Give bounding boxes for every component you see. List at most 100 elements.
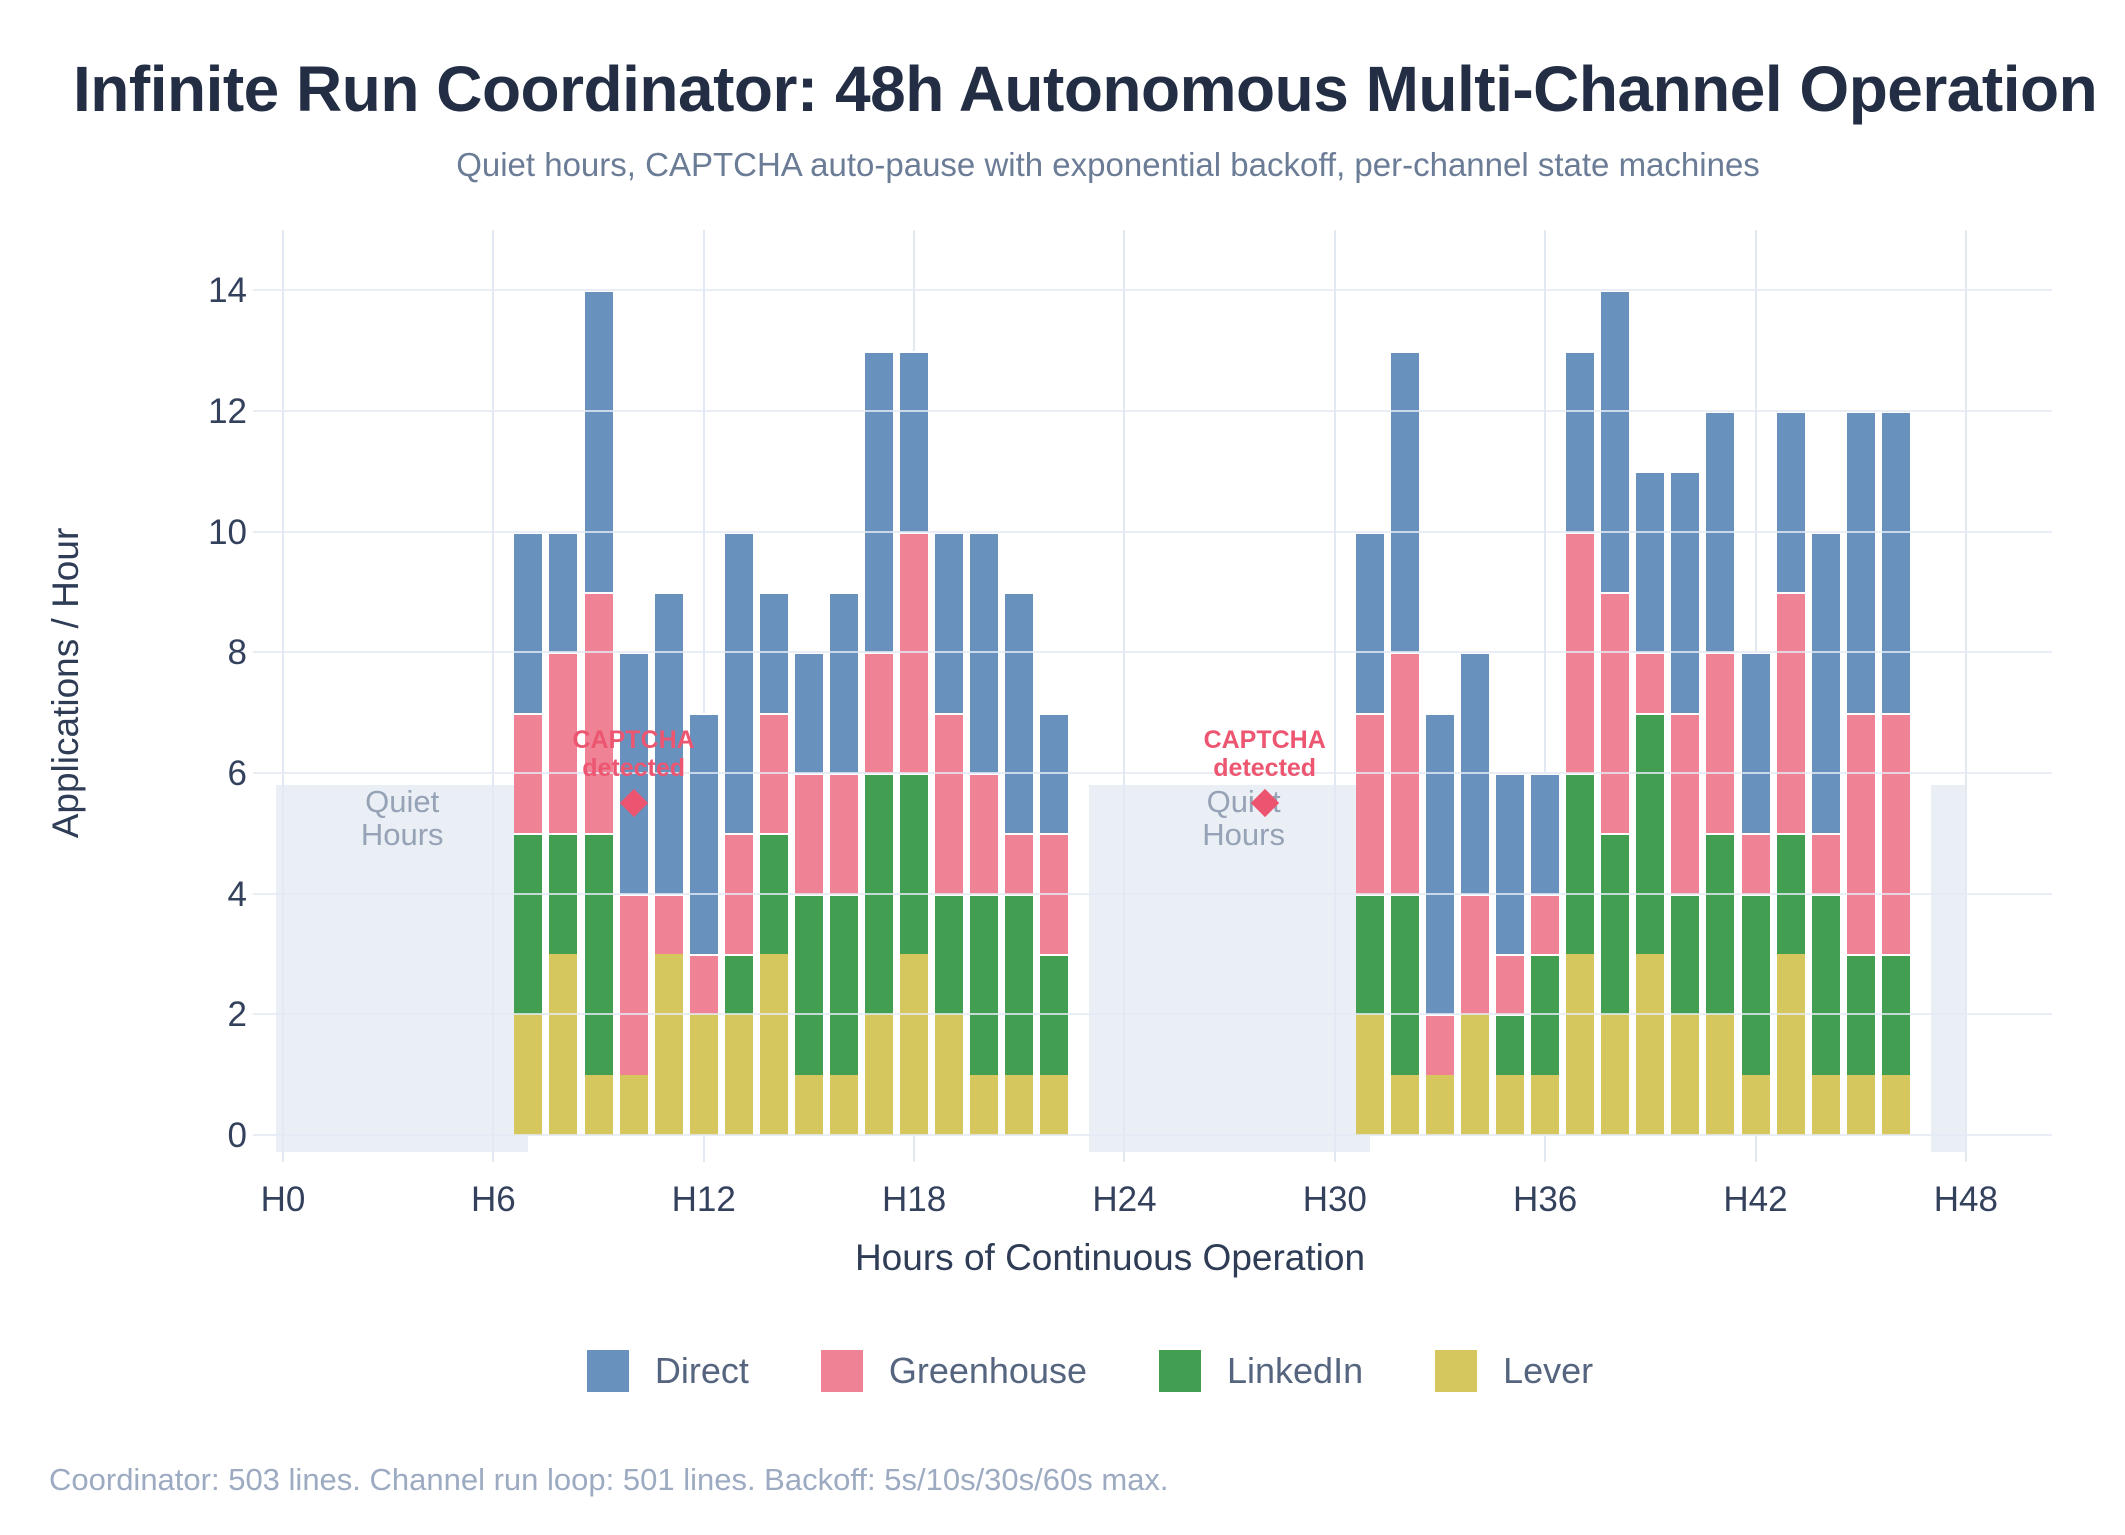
y-gridline [253, 530, 2052, 533]
legend-item-lever: Lever [1435, 1350, 1593, 1392]
bar-segment-direct-h46 [1881, 411, 1910, 713]
bar-segment-lever-h43 [1776, 954, 1805, 1135]
bar-segment-greenhouse-h11 [654, 893, 683, 954]
legend-item-direct: Direct [586, 1350, 749, 1392]
bar-segment-linkedin-h13 [724, 954, 753, 1015]
x-tick-label: H48 [1933, 1180, 1998, 1219]
bar-segment-linkedin-h21 [1005, 893, 1034, 1075]
x-tick-label: H18 [881, 1180, 947, 1219]
bar-segment-linkedin-h39 [1636, 712, 1665, 954]
legend: Direct Greenhouse LinkedIn Lever [55, 1350, 2125, 1392]
chart-subtitle: Quiet hours, CAPTCHA auto-pause with exp… [456, 146, 1760, 183]
bar-segment-lever-h21 [1005, 1074, 1034, 1135]
y-tick-label: 0 [227, 1116, 247, 1155]
bar-segment-lever-h44 [1811, 1074, 1840, 1135]
y-gridline [253, 772, 2052, 775]
x-gridline [702, 230, 705, 1162]
bar-segment-direct-h32 [1390, 350, 1419, 653]
bar-segment-lever-h31 [1355, 1014, 1384, 1135]
legend-label: Lever [1503, 1350, 1594, 1391]
bar-segment-greenhouse-h33 [1425, 1014, 1454, 1075]
bar-segment-greenhouse-h35 [1496, 954, 1525, 1015]
bar-segment-greenhouse-h40 [1671, 712, 1700, 894]
bar-segment-direct-h42 [1741, 652, 1770, 834]
bar-segment-linkedin-h41 [1706, 833, 1735, 1015]
bar-segment-linkedin-h37 [1566, 773, 1595, 954]
bar-segment-greenhouse-h16 [829, 773, 858, 894]
bar-segment-lever-h36 [1531, 1074, 1560, 1135]
bar-segment-lever-h17 [865, 1014, 894, 1135]
y-tick-label: 14 [208, 271, 247, 311]
bar-segment-linkedin-h19 [935, 893, 964, 1015]
bar-segment-greenhouse-h20 [970, 773, 999, 894]
x-tick-label: H36 [1513, 1180, 1578, 1219]
bar-segment-greenhouse-h19 [935, 712, 964, 894]
bar-segment-direct-h37 [1566, 350, 1595, 532]
bar-segment-lever-h46 [1881, 1074, 1910, 1135]
bar-segment-lever-h34 [1461, 1014, 1490, 1135]
x-gridline [1333, 230, 1336, 1162]
bar-segment-direct-h38 [1601, 290, 1630, 593]
bar-segment-direct-h40 [1671, 471, 1700, 713]
y-tick-label: 4 [227, 874, 247, 914]
quiet-hours-region [1089, 785, 1370, 1152]
bar-segment-linkedin-h31 [1355, 893, 1384, 1015]
page-title: Infinite Run Coordinator: 48h Autonomous… [73, 53, 2098, 125]
footer-note: Coordinator: 503 lines. Channel run loop… [49, 1462, 1169, 1497]
bar-segment-lever-h15 [794, 1074, 823, 1135]
y-gridline [253, 1013, 2052, 1016]
bar-segment-lever-h13 [724, 1014, 753, 1135]
y-gridline [253, 1134, 2052, 1136]
bar-segment-direct-h7 [514, 531, 543, 713]
captcha-detected-label: CAPTCHA detected [1203, 726, 1326, 783]
bar-segment-lever-h22 [1040, 1074, 1069, 1135]
bar-segment-lever-h41 [1706, 1014, 1735, 1135]
y-axis-title: Applications / Hour [45, 527, 86, 839]
bar-segment-linkedin-h35 [1496, 1014, 1525, 1075]
x-tick-label: H24 [1092, 1180, 1157, 1219]
bar-segment-linkedin-h7 [514, 833, 543, 1015]
y-gridline [253, 892, 2052, 895]
bar-segment-direct-h17 [865, 350, 894, 653]
y-tick-label: 8 [227, 633, 247, 673]
bar-segment-greenhouse-h38 [1601, 592, 1630, 834]
x-gridline [1123, 230, 1126, 1162]
quiet-hours-region [275, 785, 529, 1152]
bar-segment-greenhouse-h10 [619, 893, 648, 1075]
bar-segment-greenhouse-h45 [1846, 712, 1875, 954]
x-gridline [1964, 230, 1967, 1162]
bar-segment-direct-h33 [1425, 712, 1454, 1015]
x-tick-label: H12 [671, 1180, 736, 1219]
bar-segment-direct-h13 [724, 531, 753, 834]
bar-segment-greenhouse-h43 [1776, 592, 1805, 834]
bar-segment-greenhouse-h36 [1531, 893, 1560, 954]
bar-segment-lever-h37 [1566, 954, 1595, 1135]
bar-segment-direct-h12 [689, 712, 718, 954]
bar-segment-linkedin-h38 [1601, 833, 1630, 1015]
bar-segment-direct-h16 [829, 592, 858, 773]
y-tick-label: 10 [208, 512, 247, 552]
bar-segment-direct-h31 [1355, 531, 1384, 713]
bar-segment-greenhouse-h15 [794, 773, 823, 894]
bar-segment-lever-h19 [935, 1014, 964, 1135]
bar-segment-lever-h45 [1846, 1074, 1875, 1135]
quiet-hours-label: Quiet Hours [360, 783, 444, 852]
bar-segment-linkedin-h42 [1741, 893, 1770, 1075]
x-tick-label: H42 [1723, 1180, 1788, 1219]
bar-segment-lever-h32 [1390, 1074, 1419, 1135]
bar-segment-direct-h39 [1636, 471, 1665, 653]
bar-segment-linkedin-h20 [970, 893, 999, 1075]
legend-swatch-direct [586, 1350, 629, 1392]
bar-segment-greenhouse-h39 [1636, 652, 1665, 713]
legend-swatch-greenhouse [820, 1350, 863, 1392]
bar-segment-direct-h44 [1811, 531, 1840, 834]
bar-segment-greenhouse-h34 [1461, 893, 1490, 1015]
bar-segment-lever-h38 [1601, 1014, 1630, 1135]
bar-segment-lever-h9 [584, 1074, 613, 1135]
bar-segment-direct-h35 [1496, 773, 1525, 954]
bar-segment-greenhouse-h46 [1881, 712, 1910, 954]
bar-segment-linkedin-h18 [900, 773, 929, 954]
bar-segment-lever-h8 [549, 954, 578, 1135]
bar-segment-lever-h33 [1425, 1074, 1454, 1135]
